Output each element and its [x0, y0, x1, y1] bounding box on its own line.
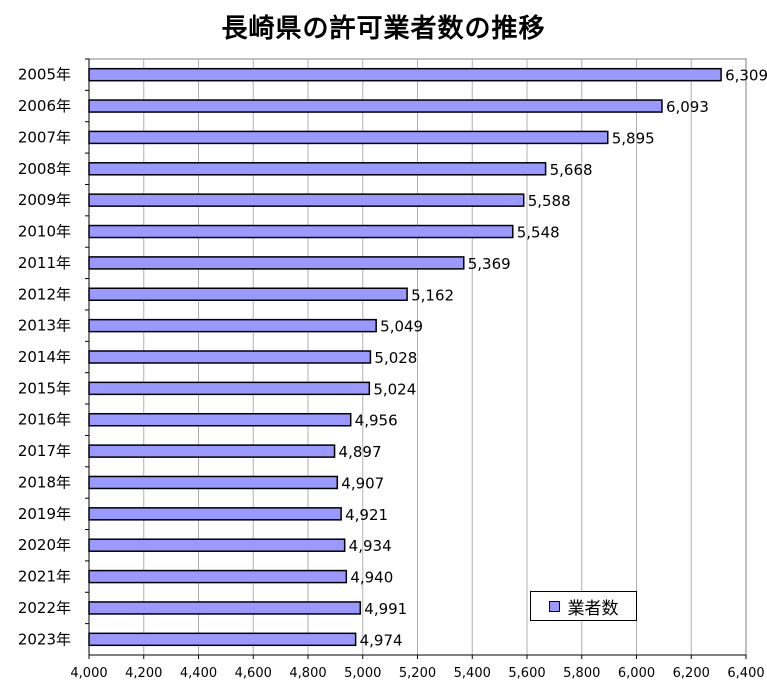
x-tick-label: 6,400 — [727, 666, 764, 681]
chart-title: 長崎県の許可業者数の推移 — [221, 14, 546, 44]
bar — [88, 287, 408, 302]
data-label: 5,162 — [411, 286, 454, 304]
x-tick-label: 4,400 — [180, 666, 217, 681]
x-tick-label: 5,600 — [508, 666, 545, 681]
data-label: 4,897 — [339, 443, 382, 461]
x-tick-label: 4,600 — [235, 666, 272, 681]
data-label: 6,093 — [666, 98, 709, 116]
data-label: 4,934 — [349, 537, 392, 555]
data-label: 4,921 — [345, 506, 388, 524]
x-tick-label: 6,000 — [618, 666, 655, 681]
category-label: 2012年 — [18, 285, 71, 303]
data-label: 5,588 — [528, 192, 571, 210]
bar — [88, 601, 362, 615]
data-label: 4,940 — [350, 569, 393, 587]
category-label: 2014年 — [18, 348, 71, 366]
bar — [88, 99, 663, 113]
data-label: 5,028 — [374, 349, 417, 367]
data-label: 6,309 — [725, 67, 767, 85]
x-tick-label: 6,200 — [673, 666, 710, 681]
category-label: 2010年 — [18, 223, 71, 241]
x-tick-label: 4,800 — [289, 666, 326, 681]
data-label: 5,369 — [468, 255, 511, 273]
bar — [88, 350, 372, 364]
category-label: 2020年 — [18, 536, 71, 554]
category-label: 2023年 — [18, 630, 71, 648]
category-label: 2011年 — [18, 254, 71, 272]
category-label: 2022年 — [18, 599, 71, 617]
category-label: 2015年 — [18, 379, 71, 397]
bar — [88, 193, 525, 207]
x-tick-label: 5,000 — [344, 666, 381, 681]
bar — [88, 67, 722, 82]
category-label: 2013年 — [18, 317, 71, 335]
bar — [88, 538, 346, 552]
bar — [88, 381, 371, 396]
data-label: 5,668 — [550, 161, 593, 179]
x-tick-label: 4,000 — [70, 666, 107, 681]
category-label: 2017年 — [18, 442, 71, 460]
bar — [88, 162, 547, 176]
category-label: 2018年 — [18, 473, 71, 491]
bar — [88, 412, 352, 427]
legend: 業者数 — [530, 591, 637, 621]
category-label: 2005年 — [18, 66, 71, 84]
bar — [88, 569, 348, 584]
bar — [88, 507, 342, 521]
bar — [88, 318, 377, 333]
category-label: 2008年 — [18, 160, 71, 178]
bar — [88, 130, 609, 145]
x-tick-label: 5,200 — [399, 666, 436, 681]
category-label: 2016年 — [18, 411, 71, 429]
bar — [88, 224, 514, 239]
data-label: 4,991 — [364, 600, 407, 618]
legend-label: 業者数 — [567, 598, 619, 619]
bar — [88, 475, 339, 490]
category-label: 2009年 — [18, 191, 71, 209]
bar — [88, 632, 357, 647]
data-label: 5,548 — [517, 224, 560, 242]
category-label: 2006年 — [18, 97, 71, 115]
data-label: 4,907 — [341, 474, 384, 492]
data-label: 4,956 — [355, 412, 398, 430]
category-label: 2019年 — [18, 505, 71, 523]
bar — [88, 444, 336, 458]
category-label: 2021年 — [18, 568, 71, 586]
x-tick-label: 4,200 — [125, 666, 162, 681]
data-label: 5,895 — [612, 129, 655, 147]
category-label: 2007年 — [18, 128, 71, 146]
x-tick-label: 5,400 — [454, 666, 491, 681]
legend-swatch — [548, 600, 560, 612]
bar — [88, 256, 465, 270]
data-label: 4,974 — [360, 631, 403, 649]
data-label: 5,024 — [373, 380, 416, 398]
data-label: 5,049 — [380, 318, 423, 336]
x-tick-label: 5,800 — [563, 666, 600, 681]
